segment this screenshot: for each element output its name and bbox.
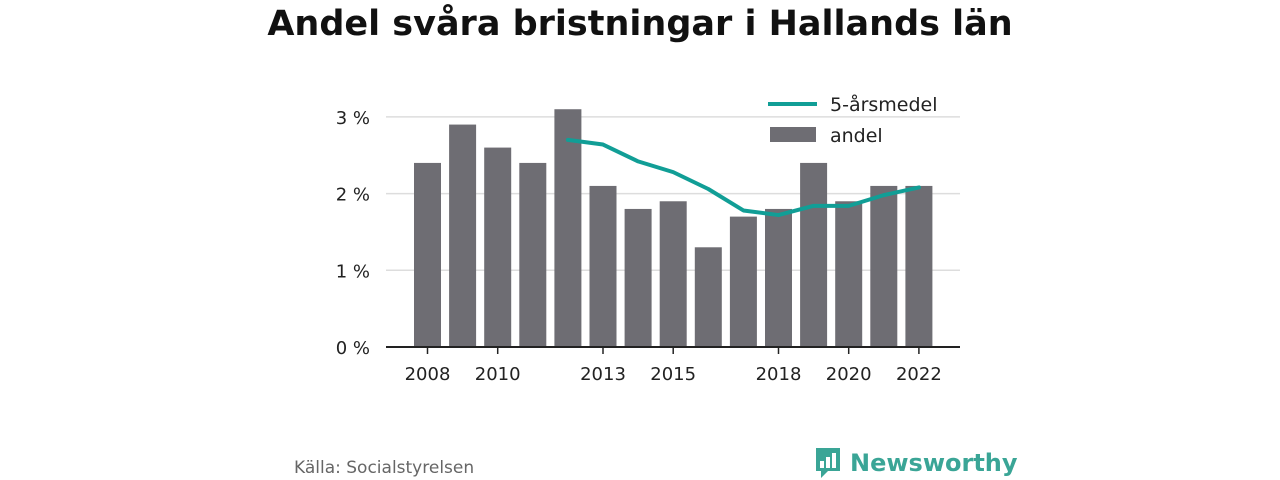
legend-bar-swatch (770, 127, 816, 142)
bar-line-chart: 2008 2010 2013 2015 2018 2020 2022 0 % 1 % 2 % 3 … (336, 93, 960, 385)
legend-label: andel (830, 125, 883, 147)
y-tick-label: 3 % (336, 108, 370, 129)
x-tick-label: 2008 (405, 364, 451, 385)
bar (554, 109, 582, 347)
bar-chart-speech-bubble-icon (816, 448, 840, 478)
y-tick-label: 2 % (336, 185, 370, 206)
y-tick-label: 1 % (336, 261, 370, 282)
legend: 5-årsmedel andel (768, 93, 938, 147)
bar (589, 185, 617, 347)
bar (484, 147, 512, 347)
bar (659, 201, 687, 347)
source-note: Källa: Socialstyrelsen (294, 458, 475, 478)
x-tick-label: 2018 (756, 364, 802, 385)
bar (624, 208, 652, 347)
x-tick-label: 2010 (475, 364, 521, 385)
bar (765, 208, 792, 347)
x-tick-label: 2020 (826, 364, 872, 385)
bar (414, 162, 441, 347)
bar (694, 247, 722, 347)
bar (449, 124, 477, 347)
legend-label: 5-årsmedel (830, 93, 938, 116)
bar (835, 201, 863, 347)
y-tick-label: 0 % (336, 338, 370, 359)
x-axis: 2008 2010 2013 2015 2018 2020 2022 (386, 346, 960, 385)
bar (800, 162, 828, 347)
average-line-group (565, 137, 921, 218)
brand-logo: Newsworthy (814, 446, 1018, 480)
x-tick-label: 2015 (650, 364, 696, 385)
average-line (565, 137, 921, 218)
x-tick-label: 2013 (580, 364, 626, 385)
bar (905, 185, 933, 347)
brand-name: Newsworthy (850, 449, 1018, 477)
x-tick-label: 2022 (896, 364, 942, 385)
bar (729, 216, 757, 347)
bars-group (414, 109, 933, 347)
y-axis: 0 % 1 % 2 % 3 % (336, 108, 370, 359)
bar (519, 162, 547, 347)
chart-title: Andel svåra bristningar i Hallands län (267, 4, 1013, 44)
bar (870, 185, 898, 347)
